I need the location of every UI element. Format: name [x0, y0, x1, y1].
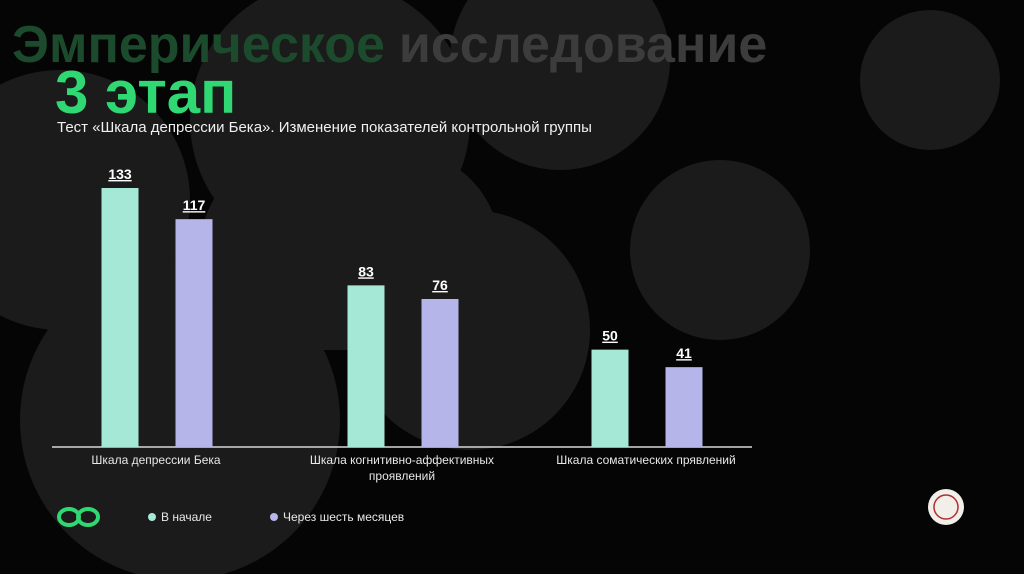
- title-word: исследование: [399, 16, 767, 74]
- logo: [57, 507, 100, 527]
- background-shapes: [0, 0, 1000, 574]
- bar: [101, 188, 139, 447]
- bar: [347, 285, 385, 447]
- category-label: Шкала депрессии Бека: [91, 453, 221, 467]
- legend-swatch: [270, 513, 278, 521]
- value-label: 41: [676, 345, 692, 361]
- bar: [421, 299, 459, 447]
- bar: [665, 367, 703, 447]
- legend-label: В начале: [161, 510, 212, 524]
- bar: [591, 349, 629, 447]
- category-label: Шкала соматических прявлений: [556, 453, 736, 467]
- value-label: 117: [183, 197, 206, 213]
- value-label: 83: [358, 263, 374, 279]
- value-label: 133: [108, 166, 132, 182]
- title-word: Эмперическое: [12, 16, 385, 74]
- category-label: Шкала когнитивно-аффективных проявлений: [309, 453, 495, 483]
- value-label: 76: [432, 277, 448, 293]
- bar: [175, 219, 213, 447]
- chart-title: Тест «Шкала депрессии Бека». Изменение п…: [57, 119, 592, 136]
- emblem: [928, 489, 964, 525]
- value-label: 50: [602, 328, 618, 344]
- legend-swatch: [148, 513, 156, 521]
- stage-title: 3 этап: [55, 59, 236, 126]
- legend-label: Через шесть месяцев: [283, 510, 404, 524]
